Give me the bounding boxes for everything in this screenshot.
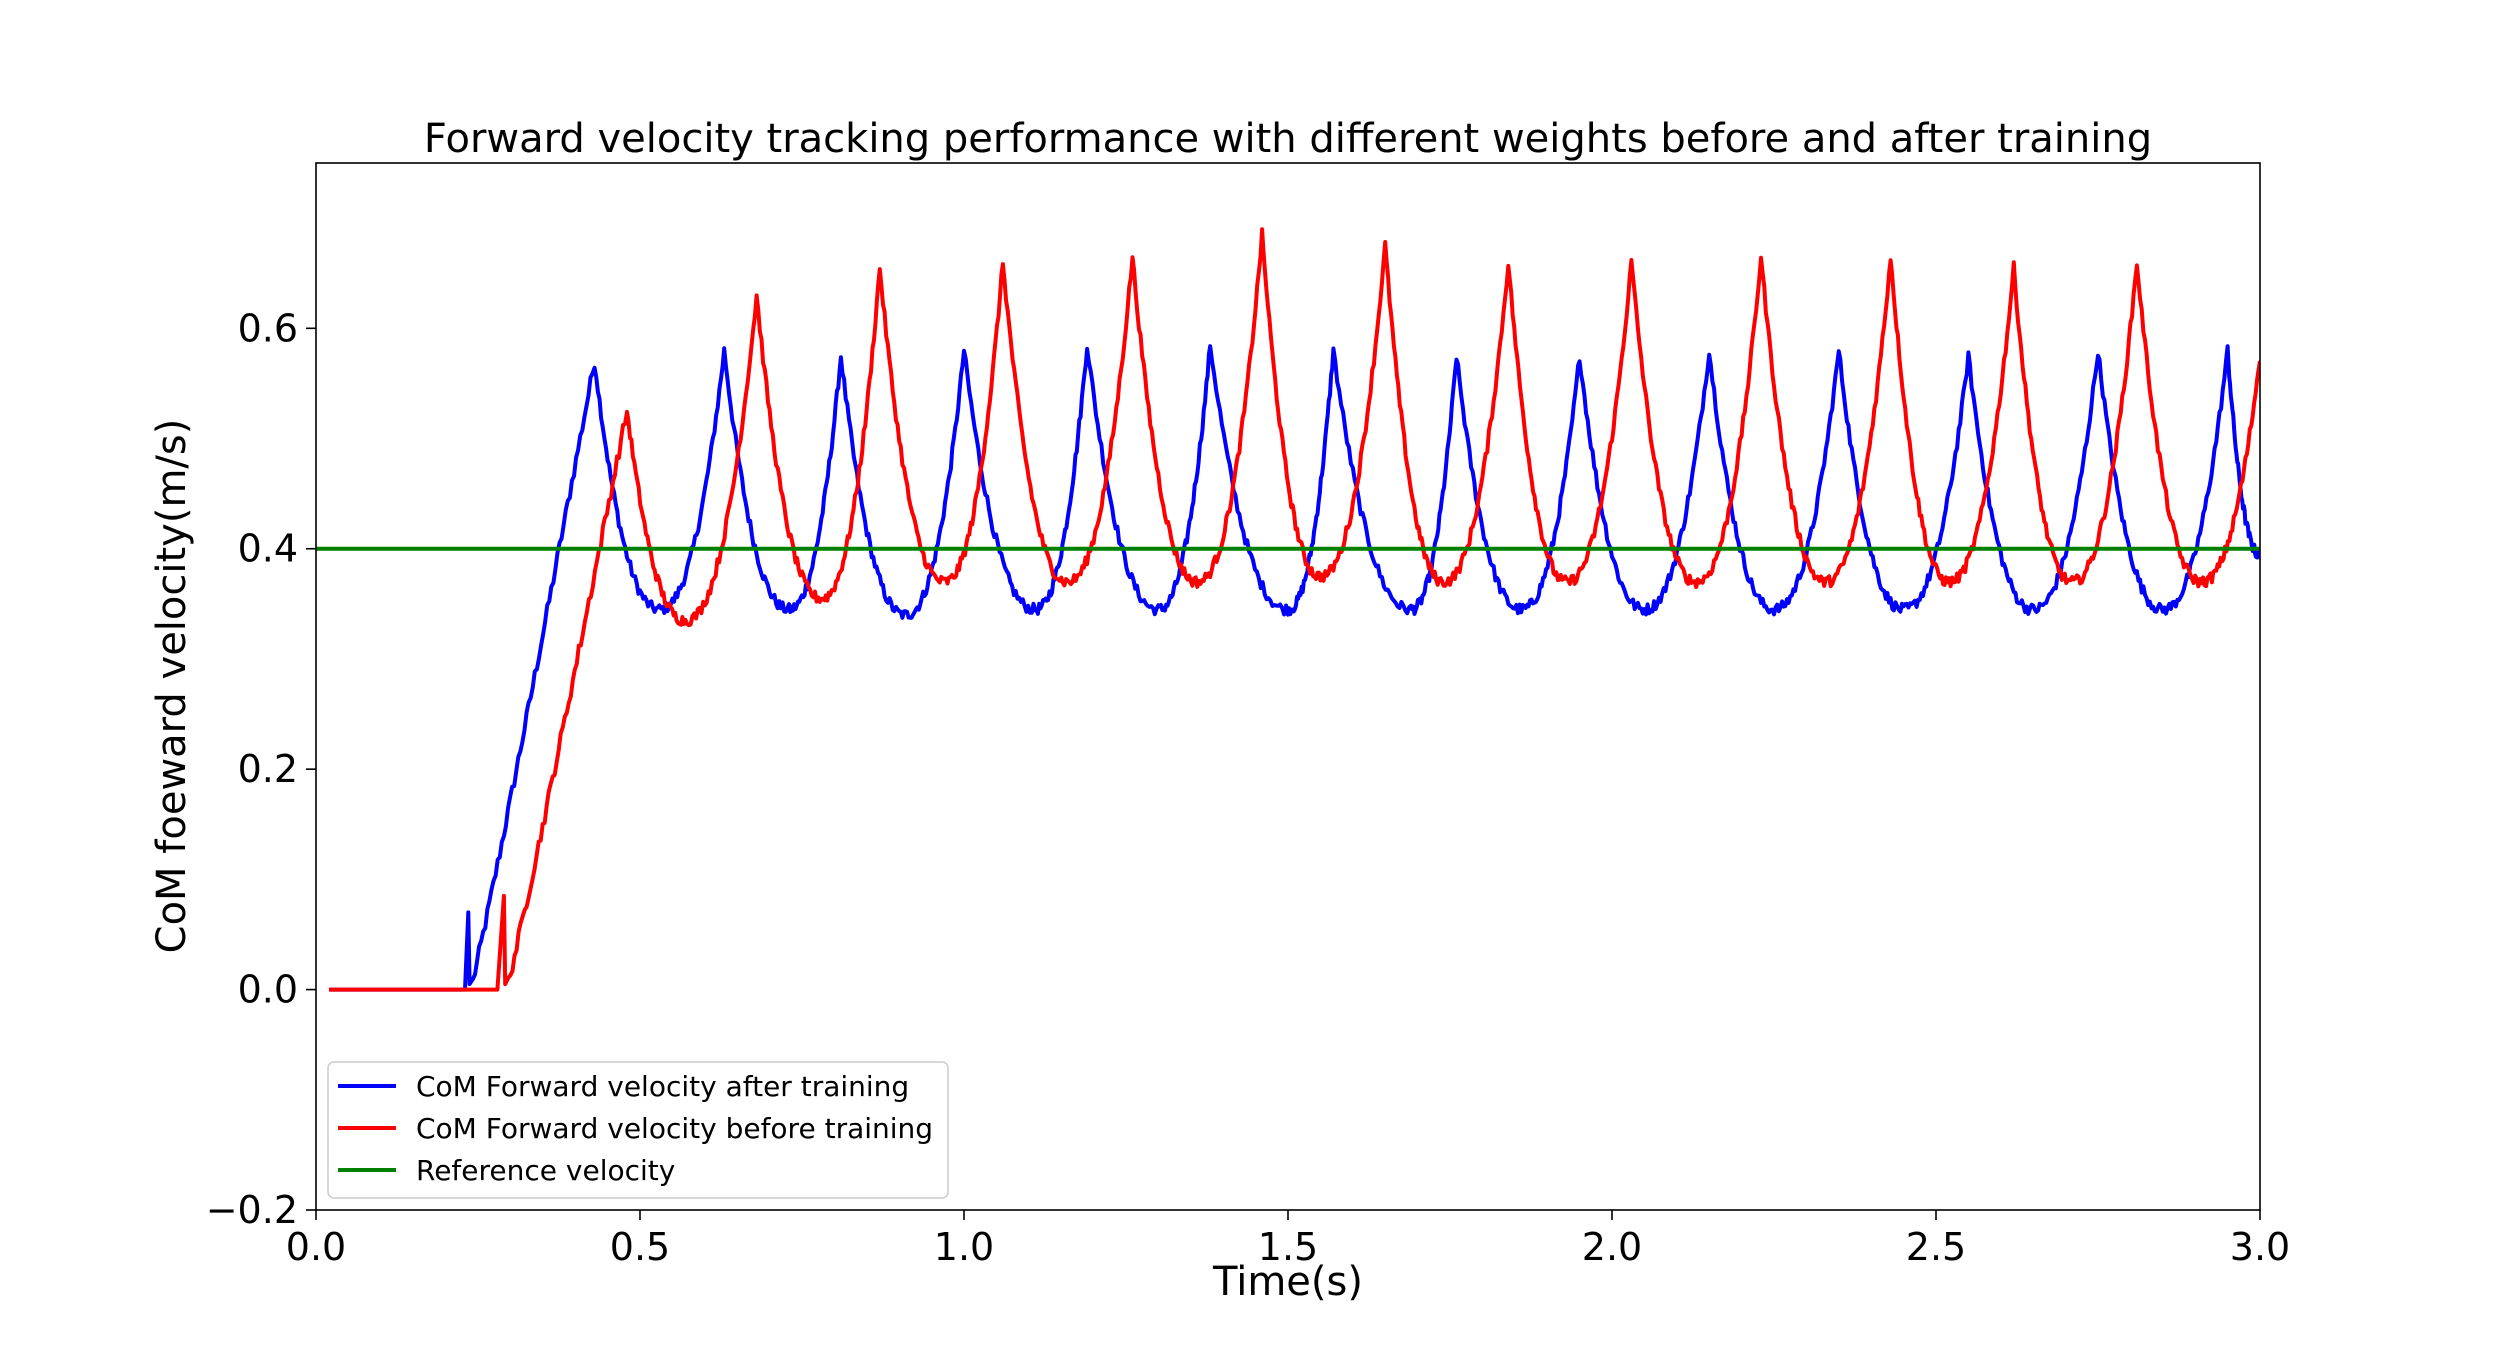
- x-tick-label: 1.0: [934, 1225, 994, 1269]
- axes-frame: [315, 162, 2261, 1211]
- x-tick-label: 2.0: [1582, 1225, 1642, 1269]
- x-axis: 0.0 0.5 1.0 1.5 2.0 2.5 3.0: [286, 1210, 2290, 1269]
- x-tick-label: 3.0: [2230, 1225, 2290, 1269]
- legend-label-after: CoM Forward velocity after training: [416, 1070, 909, 1103]
- plot-area: [315, 162, 2261, 1211]
- series-line-before-training: [329, 227, 2260, 992]
- legend: CoM Forward velocity after training CoM …: [327, 1061, 949, 1199]
- legend-label-reference: Reference velocity: [416, 1154, 675, 1187]
- series-line-after-training: [329, 344, 2260, 992]
- x-axis-label: Time(s): [1212, 1259, 1363, 1305]
- legend-box: [327, 1061, 949, 1199]
- x-tick-label: 1.5: [1258, 1225, 1318, 1269]
- x-tick-label: 2.5: [1906, 1225, 1966, 1269]
- series-layer: [316, 227, 2260, 992]
- x-tick-label: 0.5: [610, 1225, 670, 1269]
- y-axis: −0.2 0.0 0.2 0.4 0.6: [206, 306, 316, 1232]
- x-tick-label: 0.0: [286, 1225, 346, 1269]
- y-tick-label: 0.4: [238, 527, 298, 571]
- y-tick-label: 0.2: [238, 747, 298, 791]
- legend-label-before: CoM Forward velocity before training: [416, 1112, 933, 1145]
- y-tick-label: −0.2: [206, 1188, 298, 1232]
- y-tick-label: 0.6: [238, 306, 298, 350]
- chart-title: Forward velocity tracking performance wi…: [424, 116, 2152, 162]
- y-axis-label: CoM foeward velocity(m/s): [149, 419, 195, 954]
- y-tick-label: 0.0: [238, 968, 298, 1012]
